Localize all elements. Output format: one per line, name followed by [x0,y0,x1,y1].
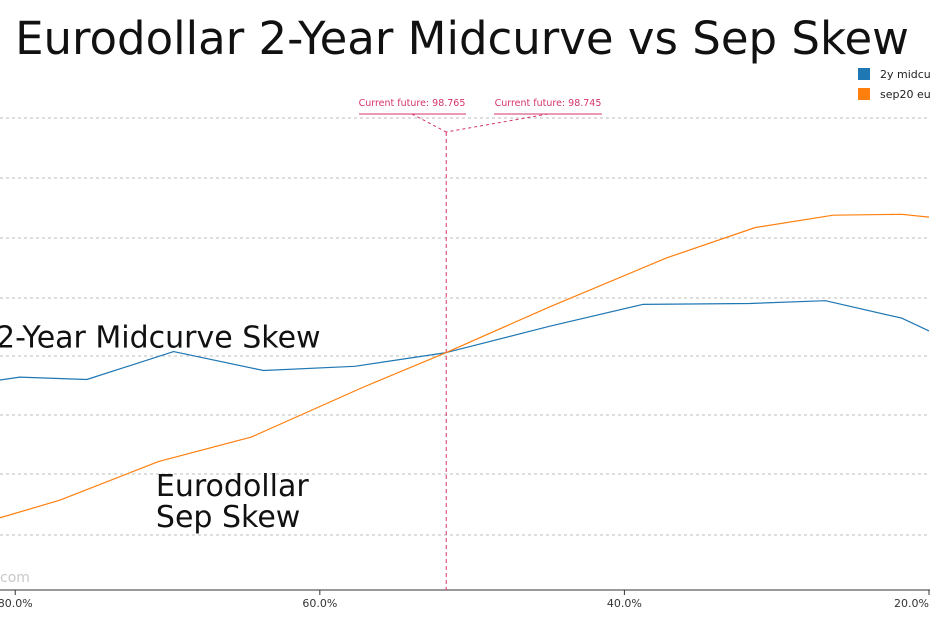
chart-title: Eurodollar 2-Year Midcurve vs Sep Skew [15,12,909,65]
x-tick-label: 40.0% [607,597,642,610]
current-future-label-left: Current future: 98.765 [359,98,466,109]
legend-label: 2y midcu [880,68,930,81]
legend[interactable]: 2y midcu sep20 eu [858,68,930,101]
x-tick-label: 80.0% [0,597,33,610]
legend-swatch [858,68,870,80]
series-line-2 [0,213,930,519]
legend-swatch [858,88,870,100]
current-future-markers: Current future: 98.765 Current future: 98… [359,98,602,590]
legend-label: sep20 eu [880,88,930,101]
marker-connector-left [411,113,447,133]
x-tick-label: 20.0% [894,597,929,610]
series-lines [0,213,930,519]
watermark-text: com [0,570,30,586]
current-future-label-right: Current future: 98.745 [495,98,602,109]
gridlines [0,117,930,536]
x-tick-label: 60.0% [302,597,337,610]
annotation-label: 2-Year Midcurve Skew [0,320,321,355]
annotation-label: Eurodollar [156,469,309,504]
x-axis: 80.0% 60.0% 40.0% 20.0% [0,589,930,610]
marker-connector-right [446,113,549,133]
annotation-label: Sep Skew [156,500,300,535]
